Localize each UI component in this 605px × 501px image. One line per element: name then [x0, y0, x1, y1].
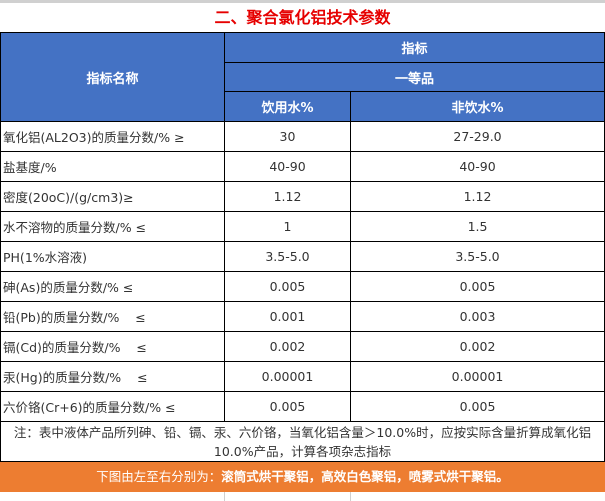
grid-line: [224, 492, 225, 501]
drinking-value: 3.5-5.0: [224, 241, 351, 273]
non-drinking-value: 0.005: [349, 271, 605, 303]
product-banner: 下图由左至右分别为：滚筒式烘干聚铝，高效白色聚铝，喷雾式烘干聚铝。: [0, 462, 605, 492]
non-drinking-value: 0.00001: [349, 361, 605, 393]
non-drinking-value: 3.5-5.0: [349, 241, 605, 273]
row-name: 密度(20oC)/(g/cm3)≥: [0, 181, 225, 213]
row-name: 六价铬(Cr+6)的质量分数/% ≤: [0, 391, 225, 423]
table-row: 盐基度/% 40-90 40-90: [0, 151, 605, 183]
header-indicator-name: 指标名称: [0, 31, 225, 123]
non-drinking-value: 40-90: [349, 151, 605, 183]
header-grade: 一等品: [223, 61, 605, 93]
non-drinking-value: 1.12: [349, 181, 605, 213]
row-name: 盐基度/%: [0, 151, 225, 183]
row-name: PH(1%水溶液): [0, 241, 225, 273]
non-drinking-value: 0.003: [349, 301, 605, 333]
row-name: 镉(Cd)的质量分数/% ≤: [0, 331, 225, 363]
table-row: PH(1%水溶液) 3.5-5.0 3.5-5.0: [0, 241, 605, 273]
row-name: 砷(As)的质量分数/% ≤: [0, 271, 225, 303]
table-row: 镉(Cd)的质量分数/% ≤0.002 0.002: [0, 331, 605, 363]
drinking-value: 0.00001: [224, 361, 351, 393]
drinking-value: 30: [224, 121, 351, 153]
row-name: 铅(Pb)的质量分数/% ≤: [0, 301, 225, 333]
drinking-value: 1: [224, 211, 351, 243]
table-row: 铅(Pb)的质量分数/% ≤0.001 0.003: [0, 301, 605, 333]
drinking-value: 0.002: [224, 331, 351, 363]
non-drinking-value: 1.5: [349, 211, 605, 243]
non-drinking-value: 27-29.0: [349, 121, 605, 153]
table-row: 汞(Hg)的质量分数/% ≤0.00001 0.00001: [0, 361, 605, 393]
spec-table: 指标名称 指标 一等品 饮用水% 非饮水% 氧化铝(AL2O3)的质量分数/% …: [0, 31, 605, 463]
banner-prefix: 下图由左至右分别为：: [96, 469, 222, 484]
table-row: 氧化铝(AL2O3)的质量分数/% ≥30 27-29.0: [0, 121, 605, 153]
drinking-value: 1.12: [224, 181, 351, 213]
top-border: [0, 0, 605, 3]
grid-line: [350, 492, 351, 501]
header-drinking-water: 饮用水%: [224, 91, 351, 123]
table-row: 砷(As)的质量分数/% ≤0.005 0.005: [0, 271, 605, 303]
drinking-value: 0.005: [224, 391, 351, 423]
banner-products: 滚筒式烘干聚铝，高效白色聚铝，喷雾式烘干聚铝。: [221, 469, 509, 484]
drinking-value: 40-90: [224, 151, 351, 183]
row-name: 水不溶物的质量分数/% ≤: [0, 211, 225, 243]
table-row: 密度(20oC)/(g/cm3)≥ 1.12 1.12: [0, 181, 605, 213]
header-non-drinking-water: 非饮水%: [349, 91, 605, 123]
non-drinking-value: 0.005: [349, 391, 605, 423]
row-name: 汞(Hg)的质量分数/% ≤: [0, 361, 225, 393]
drinking-value: 0.001: [224, 301, 351, 333]
table-row: 水不溶物的质量分数/% ≤1 1.5: [0, 211, 605, 243]
drinking-value: 0.005: [224, 271, 351, 303]
table-row: 六价铬(Cr+6)的质量分数/% ≤0.005 0.005: [0, 391, 605, 423]
page-title: 二、聚合氯化铝技术参数: [214, 8, 391, 27]
non-drinking-value: 0.002: [349, 331, 605, 363]
table-note: 注：表中液体产品所列砷、铅、镉、汞、六价铬，当氧化铝含量＞10.0%时，应按实际…: [0, 421, 605, 463]
header-indicator: 指标: [223, 32, 605, 63]
row-name: 氧化铝(AL2O3)的质量分数/% ≥: [0, 121, 225, 153]
